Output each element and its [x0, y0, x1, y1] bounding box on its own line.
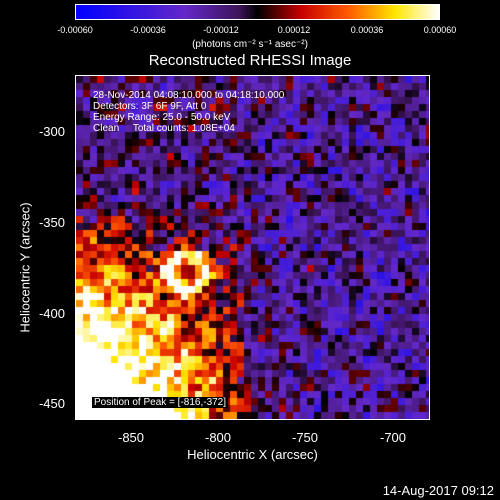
info-energy-range: Energy Range: 25.0 - 50.0 keV — [93, 112, 231, 123]
colorbar-tick: 0.00012 — [277, 25, 311, 35]
peak-position-label: Position of Peak = [-816,-372] — [92, 397, 229, 408]
image-plot — [75, 75, 430, 420]
footer-timestamp: 14-Aug-2017 09:12 — [382, 483, 494, 498]
x-tick: -700 — [379, 430, 407, 445]
info-detectors: Detectors: 3F 6F 9F, Att 0 — [93, 101, 207, 112]
image-title: Reconstructed RHESSI Image — [148, 52, 352, 69]
y-tick: -350 — [38, 215, 65, 230]
y-tick: -450 — [38, 396, 65, 411]
y-tick: -300 — [38, 124, 65, 139]
x-tick: -800 — [204, 430, 232, 445]
x-tick: -750 — [291, 430, 319, 445]
x-tick: -850 — [117, 430, 145, 445]
colorbar-tick: -0.00060 — [57, 25, 93, 35]
colorbar-tick: 0.00036 — [350, 25, 384, 35]
rhessi-image — [76, 76, 429, 419]
x-axis-label: Heliocentric X (arcsec) — [187, 447, 318, 462]
info-clean-counts: Clean Total counts: 1.08E+04 — [93, 123, 235, 134]
colorbar-tick: -0.00012 — [203, 25, 239, 35]
colorbar-unit: (photons cm⁻² s⁻¹ asec⁻²) — [192, 39, 308, 50]
colorbar-gradient — [76, 5, 439, 19]
colorbar — [75, 4, 440, 20]
info-time-range: 28-Nov-2014 04:08:10.000 to 04:18:10.000 — [93, 90, 285, 101]
colorbar-tick: 0.00060 — [423, 25, 457, 35]
colorbar-tick: -0.00036 — [130, 25, 166, 35]
y-tick: -400 — [38, 306, 65, 321]
y-axis-label: Heliocentric Y (arcsec) — [17, 202, 33, 333]
